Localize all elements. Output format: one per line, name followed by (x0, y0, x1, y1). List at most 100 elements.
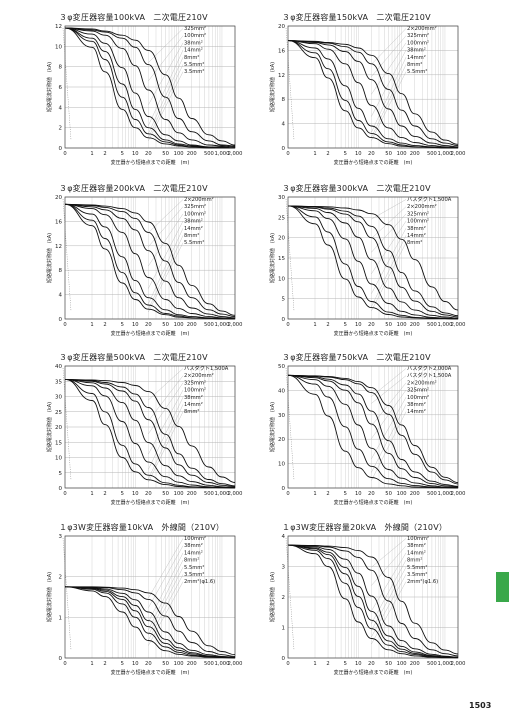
x-tick-label: 50 (385, 322, 392, 328)
x-tick-label: 500 (204, 151, 214, 157)
series-line (64, 378, 236, 489)
legend-label: 5.5mm² (407, 69, 427, 75)
leader-line (148, 552, 184, 623)
chart-panel-7: １φ3W変圧器容量10kVA 外線間（210V） 0 1 2 3 0 1 2 5 10 20 50 1… (46, 522, 267, 680)
legend-label: 8mm² (407, 62, 423, 68)
legend-label: 38mm² (184, 40, 203, 46)
x-tick-label: 2 (326, 491, 329, 497)
x-tick-label: 20 (368, 661, 375, 667)
leader-line (371, 50, 407, 117)
legend-label: 38mm² (184, 219, 203, 225)
x-tick-label: 50 (162, 322, 169, 328)
x-tick-label: 2 (103, 661, 106, 667)
y-tick-label: 12 (55, 24, 62, 30)
x-tick-label: 10 (355, 322, 362, 328)
leader-line (148, 581, 184, 646)
legend-label: 325mm² (184, 26, 206, 32)
x-tick-label: 20 (145, 491, 152, 497)
series-line (64, 203, 236, 319)
x-tick-label: 5 (344, 151, 347, 157)
legend-label: 100mm² (184, 536, 206, 542)
leader-line (148, 390, 184, 455)
legend-label: 5.5mm² (184, 62, 204, 68)
y-tick-label: 0 (282, 317, 286, 323)
x-axis-label: 変圧器から短絡点までの距離 (m) (334, 499, 413, 506)
y-tick-label: 0 (282, 146, 286, 152)
legend-label: 8mm² (407, 240, 423, 246)
legend-label: 5.5mm² (407, 565, 427, 571)
x-tick-label: 10 (355, 491, 362, 497)
series-line (64, 586, 236, 657)
x-tick-label: 5 (121, 661, 124, 667)
x-tick-label: 5 (344, 322, 347, 328)
series-line (287, 205, 459, 319)
legend-label: 2×200mm² (407, 204, 437, 210)
plot-frame (64, 365, 236, 489)
x-tick-label: 10 (132, 322, 139, 328)
series-line (64, 586, 236, 659)
x-tick-label: 100 (174, 491, 184, 497)
leader-line (148, 397, 184, 470)
leader-line (148, 28, 184, 63)
x-tick-label: 20 (145, 322, 152, 328)
series-line (287, 374, 459, 487)
x-tick-label: 50 (162, 491, 169, 497)
legend-label: 5.5mm² (184, 240, 204, 246)
x-tick-label: 500 (427, 322, 437, 328)
series-line (287, 205, 459, 320)
y-tick-label: 10 (55, 456, 62, 462)
dotted-guide (62, 367, 72, 481)
dotted-guide (285, 367, 295, 481)
series-line (64, 586, 236, 659)
x-tick-label: 2,000 (451, 491, 466, 497)
x-tick-label: 1 (313, 661, 316, 667)
plot-frame (64, 535, 236, 659)
leader-line (371, 64, 407, 138)
series-line (287, 40, 458, 149)
x-tick-label: 500 (204, 661, 214, 667)
y-tick-label: 15 (55, 440, 62, 446)
x-tick-label: 200 (410, 151, 420, 157)
legend-label: 38mm² (184, 543, 203, 549)
legend-label: 14mm² (407, 409, 426, 415)
y-tick-label: 2 (59, 126, 63, 132)
series-line (64, 27, 236, 146)
chart-panel-6: ３φ変圧器容量750kVA 二次電圧210V 0 10 20 30 40 50 0 1 2 5 10… (269, 352, 490, 510)
leader-line (148, 71, 184, 141)
x-tick-label: 2 (326, 151, 329, 157)
x-axis-label: 変圧器から短絡点までの距離 (m) (334, 330, 413, 337)
legend-label: 325mm² (407, 211, 429, 217)
x-tick-label: 200 (410, 491, 420, 497)
x-tick-label: 2,000 (228, 491, 243, 497)
leader-line (148, 206, 184, 247)
leader-line (148, 411, 184, 483)
series-line (64, 378, 236, 489)
y-tick-label: 25 (278, 215, 285, 221)
series-line (287, 544, 459, 655)
leader-line (371, 581, 407, 645)
x-axis-label: 変圧器から短絡点までの距離 (m) (334, 159, 413, 166)
series-line (287, 544, 459, 657)
series-line (64, 378, 236, 489)
legend-label: バスダクト2,000A (407, 364, 452, 372)
x-tick-label: 100 (397, 151, 407, 157)
x-tick-label: 100 (174, 661, 184, 667)
legend-label: 8mm² (184, 233, 200, 239)
legend-label: 8mm² (184, 55, 200, 61)
y-tick-label: 8 (59, 65, 63, 71)
chart-title: ３φ変圧器容量300kVA 二次電圧210V (282, 184, 431, 193)
y-tick-label: 4 (59, 293, 63, 299)
x-tick-label: 10 (355, 661, 362, 667)
legend-label: 38mm² (184, 395, 203, 401)
leader-line (148, 538, 184, 599)
x-tick-label: 2 (326, 661, 329, 667)
x-tick-label: 200 (410, 322, 420, 328)
x-tick-label: 200 (187, 491, 197, 497)
x-tick-label: 0 (63, 491, 66, 497)
legend-label: 14mm² (407, 55, 426, 61)
x-tick-label: 0 (63, 322, 66, 328)
x-tick-label: 50 (385, 151, 392, 157)
x-tick-label: 1,000 (438, 661, 453, 667)
